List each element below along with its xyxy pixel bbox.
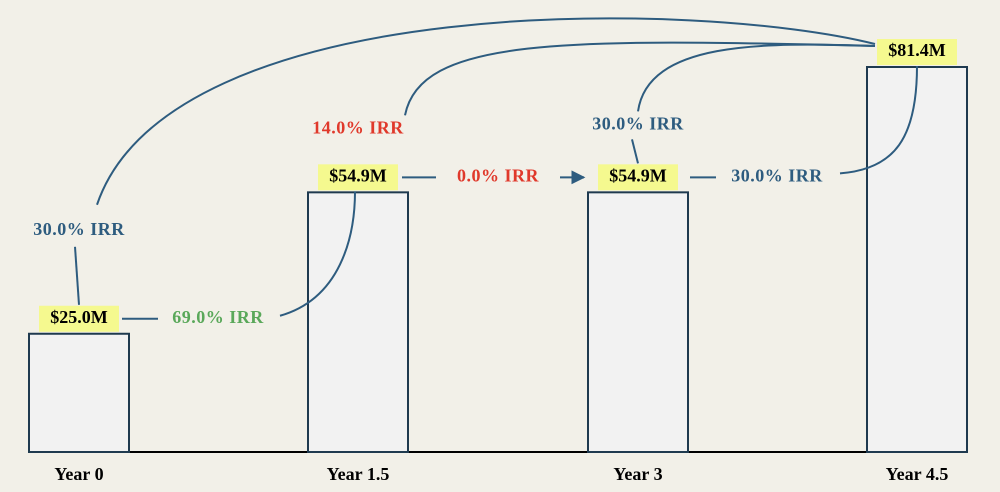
connector [637, 43, 876, 112]
x-tick-label: Year 1.5 [327, 464, 390, 484]
x-tick-label: Year 3 [613, 464, 662, 484]
x-tick-label: Year 4.5 [886, 464, 949, 484]
value-label: $25.0M [50, 307, 108, 327]
bar [28, 332, 130, 453]
label-highlight [39, 305, 119, 332]
connector [279, 191, 356, 317]
value-label: $81.4M [888, 40, 946, 60]
label-highlight [598, 164, 678, 191]
connector [631, 139, 639, 164]
connector [96, 17, 876, 206]
connector [839, 65, 918, 175]
bar [307, 191, 409, 454]
irr-label: 30.0% IRR [33, 219, 125, 239]
bar [866, 66, 968, 453]
irr-label: 30.0% IRR [731, 165, 823, 185]
value-label: $54.9M [329, 165, 387, 185]
irr-label: 30.0% IRR [592, 113, 684, 133]
label-highlight [877, 39, 957, 65]
irr-label: 0.0% IRR [457, 165, 540, 185]
connector [404, 41, 876, 116]
bar [587, 191, 689, 454]
x-tick-label: Year 0 [54, 464, 103, 484]
irr-label: 14.0% IRR [312, 117, 404, 137]
connector [74, 246, 80, 305]
label-highlight [318, 164, 398, 191]
irr-label: 69.0% IRR [172, 307, 264, 327]
value-label: $54.9M [609, 165, 667, 185]
